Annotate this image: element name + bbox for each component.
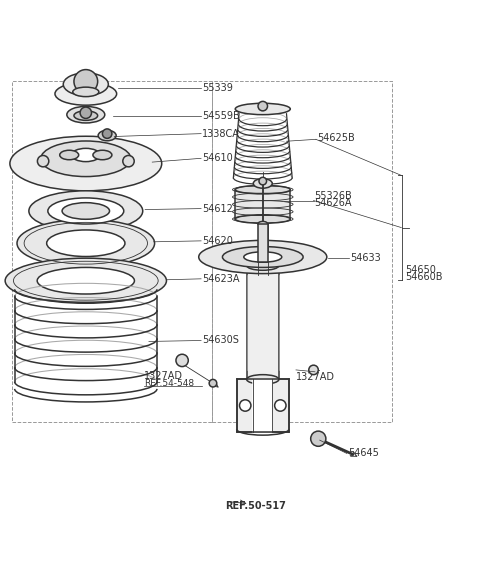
Text: 55339: 55339 bbox=[202, 83, 233, 93]
Ellipse shape bbox=[247, 261, 279, 270]
Ellipse shape bbox=[235, 215, 290, 223]
Ellipse shape bbox=[63, 73, 108, 96]
Text: REF.50-517: REF.50-517 bbox=[225, 500, 286, 510]
Bar bbox=[237, 379, 289, 432]
Text: 54626A: 54626A bbox=[314, 198, 351, 208]
Circle shape bbox=[37, 155, 49, 167]
Bar bbox=[247, 266, 279, 379]
Text: 1327AD: 1327AD bbox=[144, 371, 183, 381]
Ellipse shape bbox=[48, 198, 124, 224]
Bar bbox=[253, 379, 272, 432]
Ellipse shape bbox=[247, 375, 279, 384]
Text: 55326B: 55326B bbox=[314, 191, 352, 201]
Text: 1327AD: 1327AD bbox=[296, 372, 335, 382]
Ellipse shape bbox=[37, 268, 134, 294]
Circle shape bbox=[123, 155, 134, 167]
Ellipse shape bbox=[17, 219, 155, 267]
Ellipse shape bbox=[10, 136, 162, 191]
Ellipse shape bbox=[199, 240, 327, 273]
Text: 1338CA: 1338CA bbox=[202, 129, 240, 139]
Bar bbox=[12, 81, 212, 422]
Ellipse shape bbox=[258, 222, 267, 226]
Text: 54620: 54620 bbox=[202, 236, 233, 246]
Bar bbox=[235, 189, 290, 219]
Circle shape bbox=[74, 69, 97, 93]
Ellipse shape bbox=[235, 185, 290, 194]
Text: 54645: 54645 bbox=[348, 449, 379, 459]
Ellipse shape bbox=[73, 87, 99, 96]
Text: 54612: 54612 bbox=[202, 203, 233, 213]
Circle shape bbox=[311, 431, 326, 446]
Ellipse shape bbox=[41, 141, 131, 176]
Ellipse shape bbox=[5, 258, 167, 303]
Text: 54559B: 54559B bbox=[202, 111, 240, 121]
Circle shape bbox=[80, 107, 92, 118]
Ellipse shape bbox=[235, 103, 290, 115]
Text: 54630S: 54630S bbox=[202, 336, 239, 346]
Ellipse shape bbox=[62, 203, 109, 219]
Circle shape bbox=[258, 101, 267, 111]
Bar bbox=[258, 224, 267, 262]
Circle shape bbox=[176, 354, 188, 366]
Text: 54650: 54650 bbox=[405, 265, 436, 275]
Circle shape bbox=[259, 178, 266, 185]
Ellipse shape bbox=[74, 111, 97, 121]
Text: 54625B: 54625B bbox=[317, 133, 355, 143]
Text: 54623A: 54623A bbox=[202, 274, 240, 284]
Ellipse shape bbox=[47, 230, 125, 256]
Ellipse shape bbox=[98, 131, 116, 141]
Circle shape bbox=[209, 379, 217, 387]
Ellipse shape bbox=[244, 252, 282, 262]
Text: REF.54-548: REF.54-548 bbox=[144, 379, 194, 387]
Text: 54633: 54633 bbox=[350, 253, 381, 263]
Ellipse shape bbox=[55, 82, 117, 105]
Ellipse shape bbox=[222, 246, 303, 268]
Circle shape bbox=[275, 400, 286, 411]
Ellipse shape bbox=[253, 179, 272, 188]
Ellipse shape bbox=[60, 151, 79, 160]
Bar bbox=[212, 81, 392, 422]
Ellipse shape bbox=[29, 191, 143, 231]
Text: 54660B: 54660B bbox=[405, 272, 443, 282]
Ellipse shape bbox=[67, 106, 105, 123]
Ellipse shape bbox=[72, 148, 100, 162]
Circle shape bbox=[102, 129, 112, 138]
Circle shape bbox=[240, 400, 251, 411]
Ellipse shape bbox=[93, 151, 112, 160]
Circle shape bbox=[309, 365, 318, 375]
Text: 54610: 54610 bbox=[202, 153, 233, 163]
